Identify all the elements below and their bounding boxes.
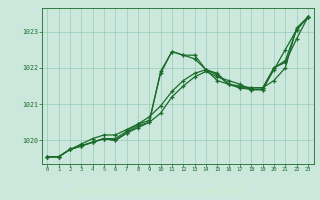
Text: Graphe pression niveau de la mer (hPa): Graphe pression niveau de la mer (hPa)	[72, 186, 248, 196]
